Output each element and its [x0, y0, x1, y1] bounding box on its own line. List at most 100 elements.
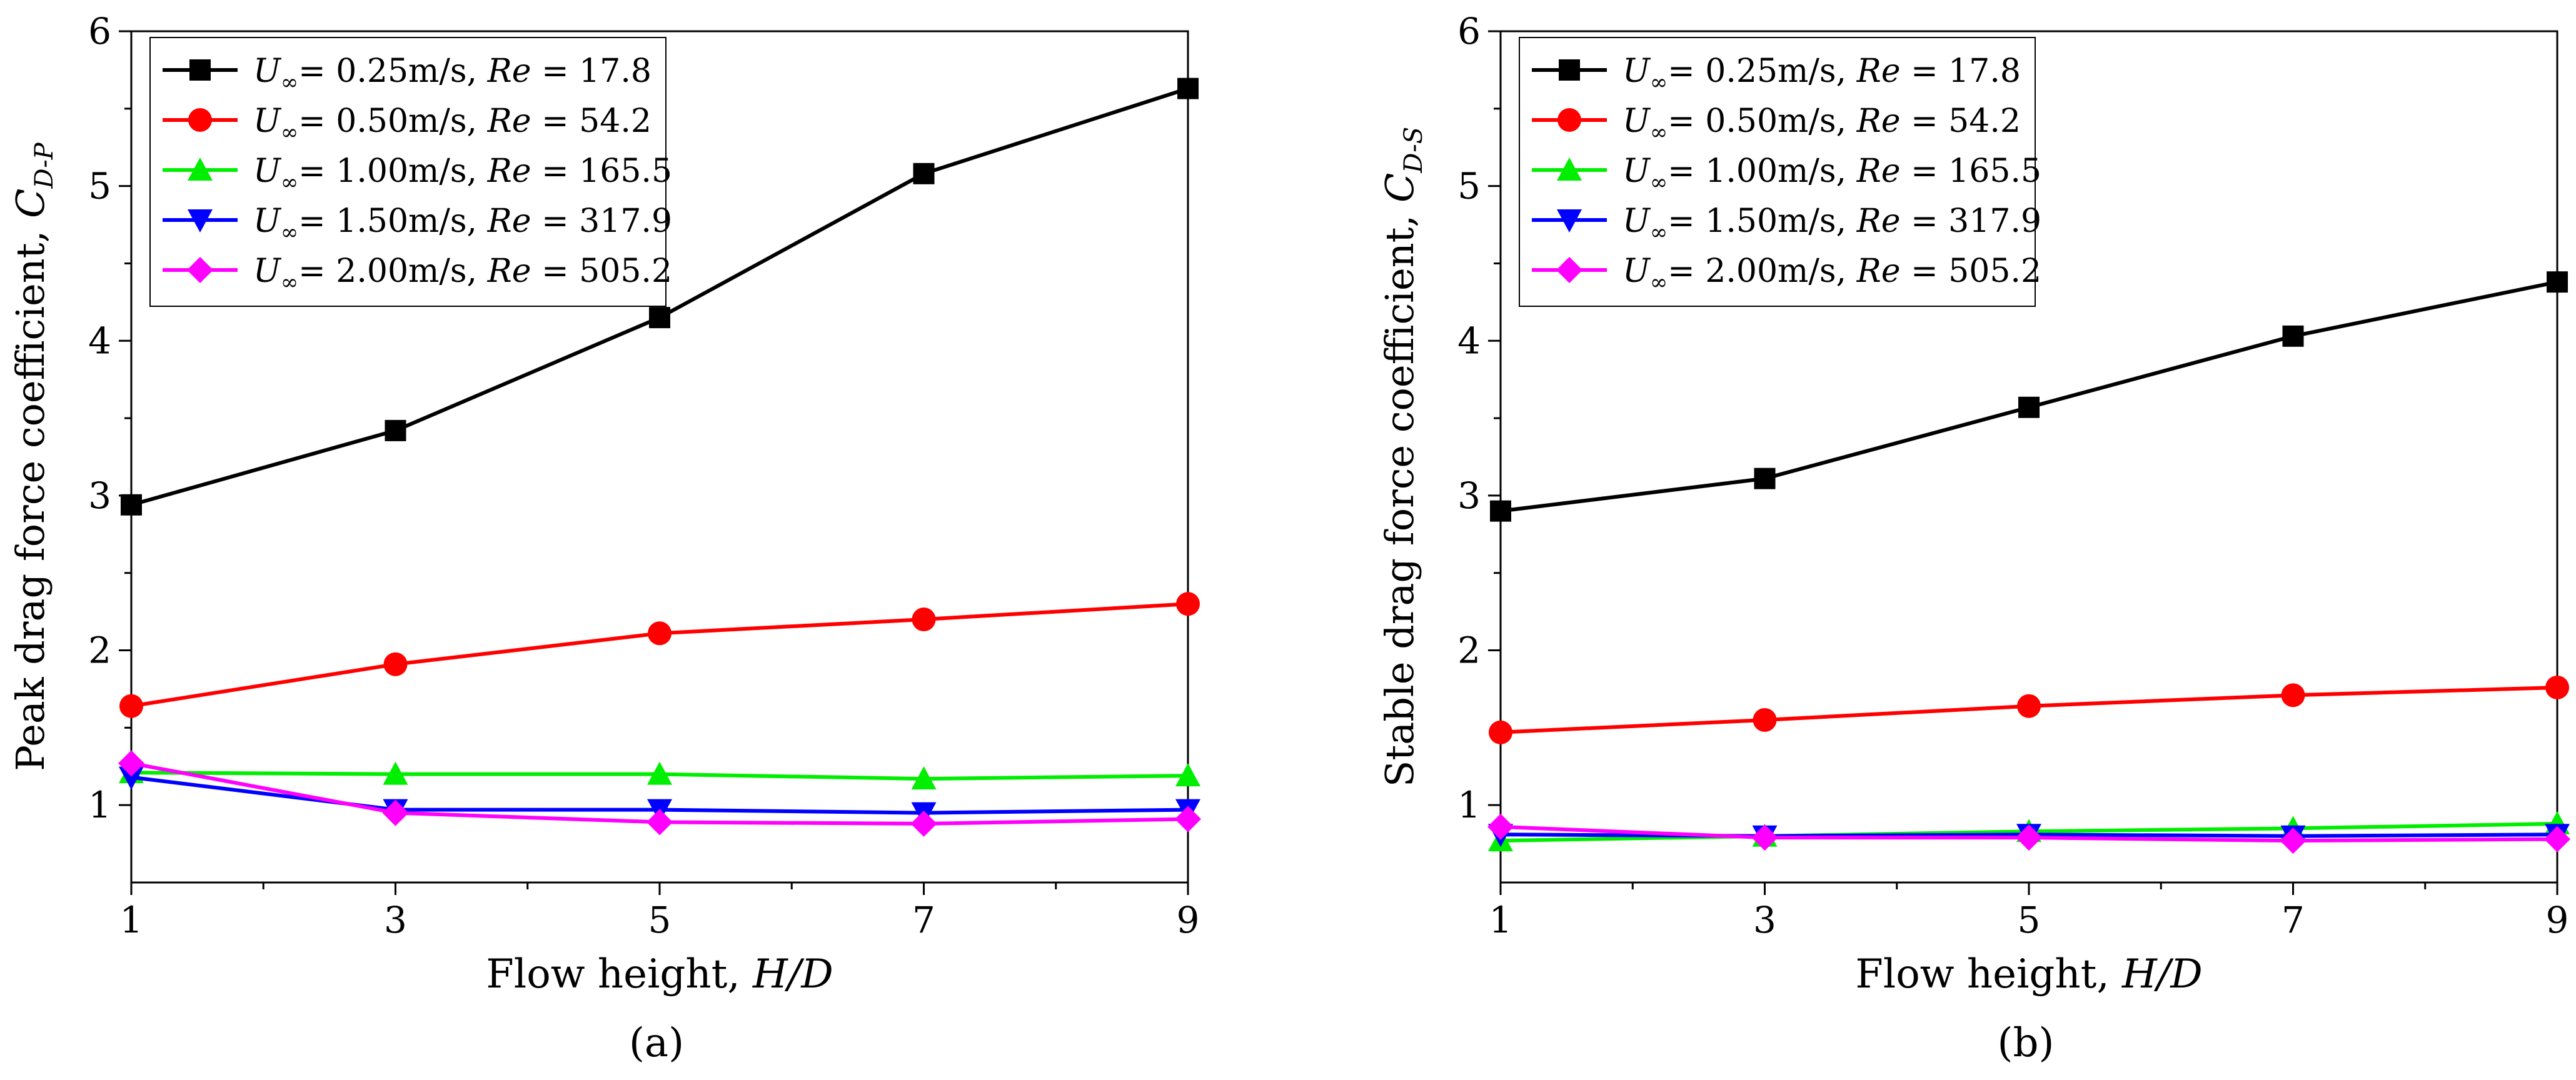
- x-axis-label-text: Flow height,: [1855, 951, 2122, 998]
- legend-entry: U∞= 1.00m/s, Re = 165.5: [1532, 152, 2041, 195]
- legend-label: U∞= 1.50m/s, Re = 317.9: [1623, 202, 2041, 245]
- y-tick-label: 3: [88, 474, 111, 517]
- y-axis-label-subscript: D-P: [30, 142, 59, 189]
- legend-re: Re: [1856, 102, 1901, 140]
- data-point: [911, 766, 937, 790]
- chart-panel-b: 1 3 5 7 9 1 2 3 4 5 6 Flow height, H/D Stable drag f…: [1377, 10, 2570, 1066]
- data-point: [1489, 720, 1512, 744]
- data-point: [2545, 675, 2569, 699]
- legend-label: U∞= 0.25m/s, Re = 17.8: [1623, 52, 2021, 95]
- legend-swatch-marker: [188, 158, 213, 181]
- data-point: [647, 809, 673, 836]
- legend-u: U: [253, 252, 282, 290]
- y-tick-label: 5: [1457, 165, 1481, 208]
- x-tick-label: 7: [2282, 899, 2305, 941]
- x-axis-label-var: H/D: [752, 951, 833, 998]
- legend-u: U: [1623, 202, 1651, 240]
- series-1.00m/s: [119, 760, 1200, 790]
- x-tick-label: 3: [384, 899, 407, 941]
- x-tick-label: 1: [1489, 899, 1512, 941]
- data-point: [121, 494, 142, 516]
- series-line: [131, 602, 1189, 708]
- data-point: [1177, 78, 1199, 99]
- data-point: [385, 419, 406, 441]
- legend-speed: = 1.50m/s,: [1668, 202, 1856, 240]
- legend-label: U∞= 2.00m/s, Re = 505.2: [253, 252, 672, 295]
- legend-swatch-marker: [1557, 209, 1582, 232]
- data-point: [119, 766, 144, 790]
- legend-re-value: = 317.9: [531, 202, 673, 240]
- legend-entry: U∞= 2.00m/s, Re = 505.2: [1532, 252, 2041, 295]
- y-tick-label: 6: [88, 10, 111, 52]
- y-axis-label: Peak drag force coefficient, CD-P: [8, 142, 59, 771]
- y-axis-label-text: Peak drag force coefficient,: [8, 218, 53, 771]
- x-axis-label: Flow height, H/D: [1855, 951, 2202, 998]
- legend-speed: = 2.00m/s,: [1668, 252, 1856, 290]
- legend-speed: = 1.00m/s,: [1668, 152, 1856, 190]
- legend-u: U: [253, 152, 282, 190]
- series-0.25m/s: [1490, 271, 2568, 522]
- x-tick-label: 7: [912, 899, 935, 941]
- legend-u-sub: ∞: [281, 170, 298, 195]
- legend-label: U∞= 1.50m/s, Re = 317.9: [253, 202, 672, 245]
- data-point: [1751, 824, 1778, 851]
- data-point: [2281, 683, 2305, 708]
- legend-speed: = 0.25m/s,: [298, 52, 487, 90]
- legend-label: U∞= 1.00m/s, Re = 165.5: [1623, 152, 2041, 195]
- legend-entry: U∞= 2.00m/s, Re = 505.2: [163, 252, 672, 295]
- legend-u-sub: ∞: [1650, 270, 1668, 295]
- legend-re-value: = 165.5: [1901, 152, 2042, 190]
- series-2.00m/s: [1487, 813, 2570, 854]
- legend-re-value: = 165.5: [531, 152, 673, 190]
- data-point: [2018, 396, 2040, 418]
- data-point: [2547, 271, 2568, 293]
- legend-u-sub: ∞: [1650, 170, 1668, 195]
- legend-u-sub: ∞: [1650, 70, 1668, 95]
- legend-u: U: [1623, 102, 1651, 140]
- legend-re-value: = 17.8: [1901, 52, 2021, 90]
- legend-re-value: = 54.2: [531, 102, 652, 140]
- y-tick-label: 4: [88, 319, 111, 362]
- data-point: [1175, 763, 1200, 787]
- legend-entry: U∞= 1.50m/s, Re = 317.9: [163, 202, 672, 245]
- y-tick-label: 5: [88, 165, 111, 208]
- legend-re-value: = 505.2: [531, 252, 673, 290]
- legend-swatch-marker: [187, 257, 213, 283]
- x-tick-label: 9: [2546, 899, 2569, 941]
- legend-speed: = 0.50m/s,: [298, 102, 487, 140]
- legend: U∞= 0.25m/s, Re = 17.8U∞= 0.50m/s, Re = …: [1519, 37, 2041, 307]
- y-tick-label: 1: [88, 784, 111, 826]
- data-point: [1175, 806, 1201, 832]
- legend-speed: = 0.50m/s,: [1668, 102, 1856, 140]
- data-point: [118, 750, 144, 777]
- y-axis-label-var: C: [8, 189, 53, 218]
- x-tick-label: 3: [1753, 899, 1776, 941]
- legend-re: Re: [1856, 152, 1901, 190]
- legend-re: Re: [487, 252, 531, 290]
- x-axis-label-text: Flow height,: [486, 951, 753, 998]
- data-point: [119, 694, 143, 718]
- x-tick-label: 5: [648, 899, 672, 941]
- chart-panel-a: 1 3 5 7 9 1 2 3 4 5 6 Flow height, H/D Peak drag for…: [8, 10, 1201, 1066]
- legend-swatch-marker: [189, 59, 211, 81]
- legend-u-sub: ∞: [1650, 220, 1668, 245]
- y-tick-label: 2: [88, 629, 111, 672]
- legend-re: Re: [487, 202, 531, 240]
- y-axis-label: Stable drag force coefficient, CD-S: [1377, 127, 1428, 787]
- legend-re-value: = 317.9: [1901, 202, 2042, 240]
- y-tick-label: 4: [1457, 319, 1481, 362]
- legend-entry: U∞= 1.00m/s, Re = 165.5: [163, 152, 672, 195]
- data-point: [382, 799, 409, 826]
- legend-u-sub: ∞: [281, 120, 298, 145]
- legend-re: Re: [1856, 202, 1901, 240]
- data-point: [647, 761, 672, 785]
- legend-swatch-marker: [1557, 158, 1582, 181]
- legend: U∞= 0.25m/s, Re = 17.8U∞= 0.50m/s, Re = …: [149, 37, 672, 307]
- legend-entry: U∞= 0.25m/s, Re = 17.8: [1532, 52, 2021, 95]
- series-0.50m/s: [119, 592, 1200, 718]
- data-point: [383, 652, 408, 676]
- legend-label: U∞= 0.25m/s, Re = 17.8: [253, 52, 652, 95]
- legend-swatch-marker: [188, 108, 212, 132]
- series-0.25m/s: [121, 78, 1199, 516]
